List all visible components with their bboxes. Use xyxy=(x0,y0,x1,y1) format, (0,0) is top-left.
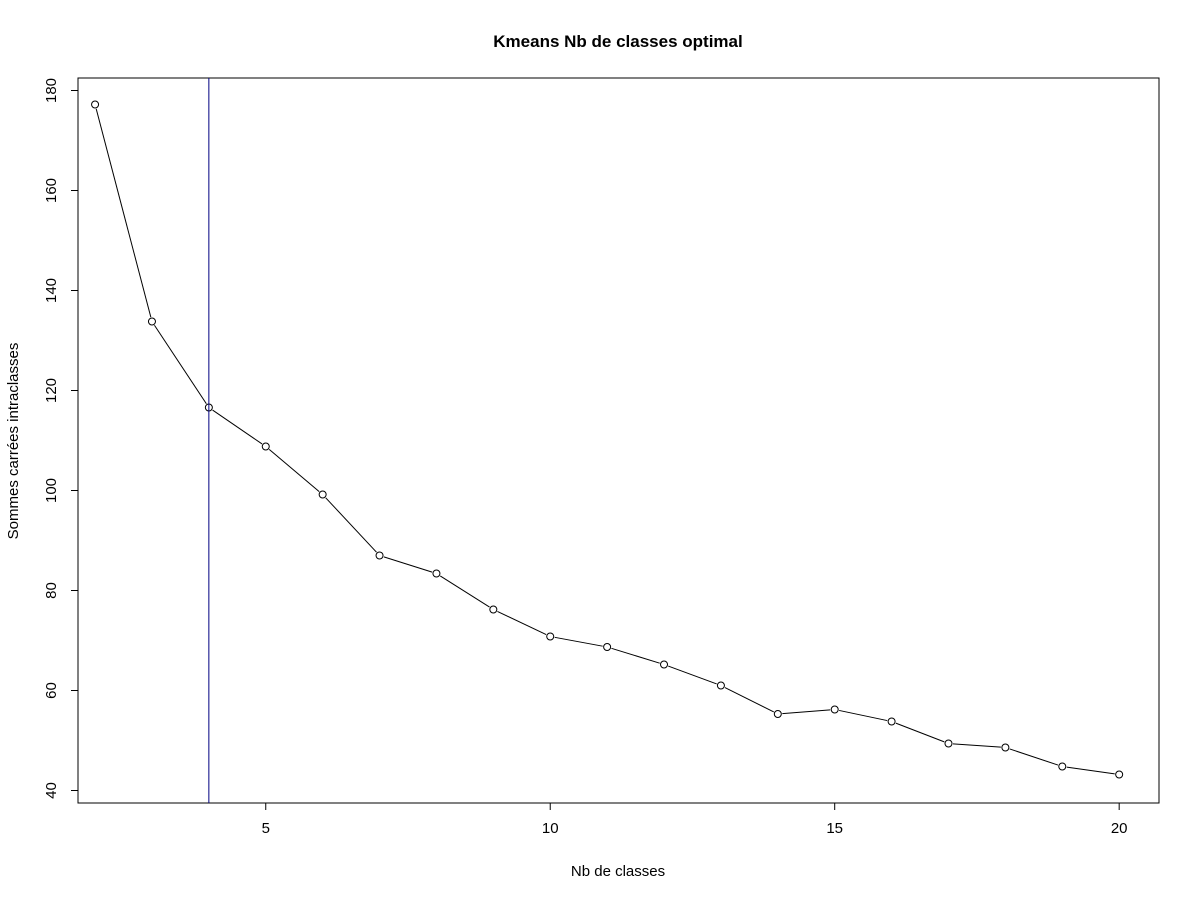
series-line-segment xyxy=(497,610,547,636)
data-point xyxy=(887,717,896,726)
x-tick-label: 15 xyxy=(826,820,843,837)
y-tick-label: 180 xyxy=(43,78,60,103)
series-line-segment xyxy=(668,665,717,685)
data-point xyxy=(375,551,384,560)
y-axis: 40 60 80 100 120 140 160 180 xyxy=(43,78,79,799)
series-line-segment xyxy=(895,722,945,743)
series-line-segment xyxy=(95,108,152,318)
data-point xyxy=(944,739,953,748)
plot-marks xyxy=(91,78,1124,803)
series-line-segment xyxy=(212,409,263,445)
chart-title: Kmeans Nb de classes optimal xyxy=(493,32,742,51)
y-axis-label: Sommes carrées intraclasses xyxy=(5,343,22,540)
series-line-segment xyxy=(952,743,1001,748)
data-point xyxy=(660,660,669,669)
y-tick-label: 100 xyxy=(43,478,60,503)
x-tick-label: 20 xyxy=(1111,820,1128,837)
data-point xyxy=(603,643,612,651)
series-line-segment xyxy=(439,575,490,608)
x-axis: 5 10 15 20 xyxy=(262,802,1128,837)
data-point xyxy=(1001,743,1010,752)
series-line-segment xyxy=(838,709,888,722)
plot-frame xyxy=(77,77,1160,804)
data-point xyxy=(318,490,327,499)
y-tick-label: 140 xyxy=(43,278,60,303)
data-point xyxy=(773,710,782,718)
series-line-segment xyxy=(268,449,320,492)
series-line-segment xyxy=(1066,766,1115,775)
y-tick-label: 160 xyxy=(43,178,60,203)
y-tick-label: 80 xyxy=(43,582,60,599)
data-point xyxy=(830,705,839,714)
data-point xyxy=(546,632,555,641)
data-point xyxy=(1115,770,1124,779)
data-point xyxy=(261,442,270,451)
x-tick-label: 5 xyxy=(262,820,270,837)
data-point xyxy=(1058,762,1067,771)
series-line-segment xyxy=(782,709,831,715)
series-line-segment xyxy=(383,556,433,573)
series-line-segment xyxy=(724,687,775,713)
series-line-segment xyxy=(154,324,207,405)
data-point xyxy=(489,605,498,614)
data-point xyxy=(432,569,441,578)
series-line-segment xyxy=(554,636,603,647)
series-line-segment xyxy=(611,647,660,664)
y-tick-label: 40 xyxy=(43,782,60,799)
y-tick-label: 120 xyxy=(43,378,60,403)
x-axis-label: Nb de classes xyxy=(571,863,665,880)
data-point xyxy=(147,317,156,326)
series-line-segment xyxy=(325,497,377,553)
x-tick-label: 10 xyxy=(542,820,559,837)
series-line-segment xyxy=(1009,748,1059,766)
y-tick-label: 60 xyxy=(43,682,60,699)
data-point xyxy=(91,100,100,109)
data-point xyxy=(716,681,725,690)
